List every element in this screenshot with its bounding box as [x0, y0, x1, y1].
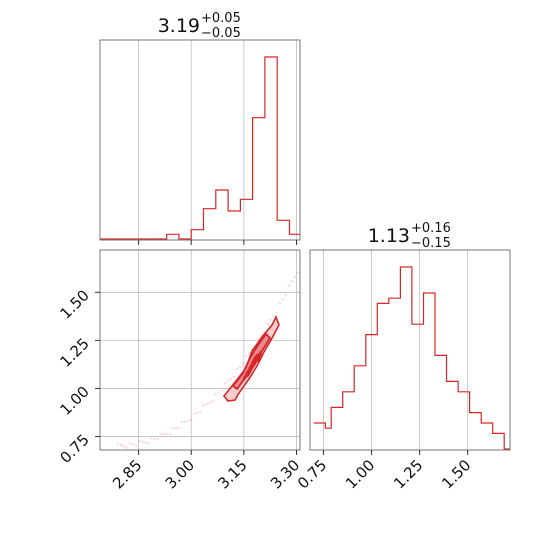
- contour-inner-fill: [231, 332, 272, 391]
- x-tick-label: 1.25: [390, 456, 426, 492]
- sample-point: [190, 419, 193, 422]
- sample-point: [223, 382, 226, 385]
- sample-point: [147, 442, 150, 445]
- sample-point: [183, 420, 187, 423]
- sample-point: [116, 442, 120, 445]
- sample-point: [248, 352, 251, 355]
- sample-point: [238, 365, 242, 368]
- grid-lines: [323, 250, 469, 450]
- sample-point: [229, 378, 233, 381]
- grid-lines: [138, 40, 297, 240]
- sample-point: [165, 433, 168, 436]
- sample-point: [177, 426, 181, 430]
- sample-point: [214, 392, 217, 396]
- density-contours: [222, 315, 280, 402]
- sample-point: [135, 444, 138, 447]
- sample-point: [126, 446, 129, 449]
- contour-core: [242, 353, 259, 380]
- tick-marks: [95, 291, 297, 455]
- panel-title-param-2: 1.13: [368, 225, 410, 247]
- x-tick-label: 3.00: [162, 456, 198, 492]
- sample-point: [150, 437, 153, 440]
- sample-point: [293, 275, 297, 279]
- marginal-histogram-param-2: 1.13 +0.16 −0.15: [309, 221, 511, 455]
- sample-point: [138, 439, 141, 443]
- sample-point: [174, 427, 178, 430]
- sample-point: [132, 443, 135, 446]
- sample-point: [162, 432, 165, 436]
- sample-point: [269, 318, 272, 322]
- sample-point: [244, 354, 248, 358]
- sample-point: [187, 419, 190, 423]
- sample-point: [208, 401, 211, 404]
- sample-point: [284, 294, 287, 297]
- joint-contour-panel: [95, 249, 301, 455]
- y-tick-label: 1.25: [56, 334, 92, 370]
- marginal-histogram-param-1: 3.19 +0.05 −0.05: [99, 11, 301, 245]
- axes-frame: [99, 249, 301, 451]
- y-tick-label: 1.50: [56, 286, 92, 322]
- sample-point: [220, 389, 223, 392]
- x-tick-label: 0.75: [294, 456, 330, 492]
- sample-point: [226, 380, 229, 383]
- tick-marks: [138, 240, 297, 245]
- panel-title-param-1: 3.19: [158, 15, 200, 37]
- tick-marks: [322, 450, 469, 455]
- sample-point: [296, 271, 300, 274]
- title-upper-error: +0.16: [411, 221, 451, 236]
- sample-point: [153, 437, 156, 440]
- sample-point: [119, 443, 123, 447]
- sample-point: [241, 363, 245, 366]
- histogram-series-param-2: [313, 266, 510, 450]
- sample-point: [272, 315, 275, 318]
- x-tick-label: 3.15: [214, 456, 250, 492]
- sample-point: [275, 311, 278, 314]
- x-tick-label: 1.50: [438, 456, 474, 492]
- sample-point: [196, 411, 199, 415]
- x-tick-label: 2.85: [109, 456, 145, 492]
- sample-point: [180, 420, 184, 424]
- y-tick-label: 1.00: [56, 383, 92, 419]
- contour-core-small: [256, 350, 263, 364]
- sample-point: [290, 280, 294, 283]
- title-upper-error: +0.05: [201, 11, 241, 26]
- sample-point: [141, 440, 144, 443]
- sample-point: [144, 441, 147, 444]
- sample-point: [278, 302, 281, 305]
- sample-point: [159, 432, 162, 436]
- title-lower-error: −0.15: [411, 236, 451, 251]
- sample-point: [205, 402, 208, 406]
- sample-point: [168, 433, 172, 436]
- sample-point: [266, 322, 269, 325]
- sample-point: [171, 427, 175, 430]
- sample-point: [156, 438, 159, 441]
- histogram-series-param-1: [100, 56, 300, 240]
- sample-point: [211, 400, 214, 403]
- sample-point: [257, 337, 260, 341]
- scatter-samples: [116, 271, 300, 449]
- sample-point: [232, 375, 236, 379]
- sample-point: [217, 391, 220, 394]
- title-value: 1.13: [368, 225, 410, 247]
- x-tick-label: 3.30: [267, 456, 303, 492]
- sample-point: [281, 298, 284, 301]
- grid-lines: [100, 250, 300, 450]
- title-lower-error: −0.05: [201, 26, 241, 41]
- y-tick-label: 0.75: [56, 431, 92, 467]
- sample-point: [193, 412, 196, 415]
- axes-frame: [99, 39, 301, 241]
- sample-point: [202, 404, 205, 407]
- sample-point: [199, 410, 202, 414]
- sample-point: [129, 442, 132, 445]
- sample-point: [287, 284, 290, 287]
- x-tick-label: 1.00: [342, 456, 378, 492]
- axes-frame: [309, 249, 511, 451]
- sample-point: [235, 368, 239, 371]
- sample-point: [122, 445, 126, 448]
- title-value: 3.19: [158, 15, 200, 37]
